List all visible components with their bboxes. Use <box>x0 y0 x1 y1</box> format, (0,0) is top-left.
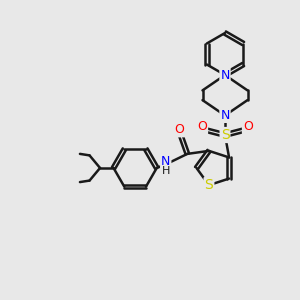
Text: O: O <box>174 123 184 136</box>
Text: N: N <box>161 155 170 169</box>
Text: O: O <box>243 120 253 134</box>
Text: H: H <box>162 166 170 176</box>
Text: N: N <box>220 68 230 82</box>
Text: O: O <box>197 120 207 134</box>
Text: S: S <box>220 128 230 142</box>
Text: N: N <box>220 109 230 122</box>
Text: S: S <box>205 178 213 192</box>
